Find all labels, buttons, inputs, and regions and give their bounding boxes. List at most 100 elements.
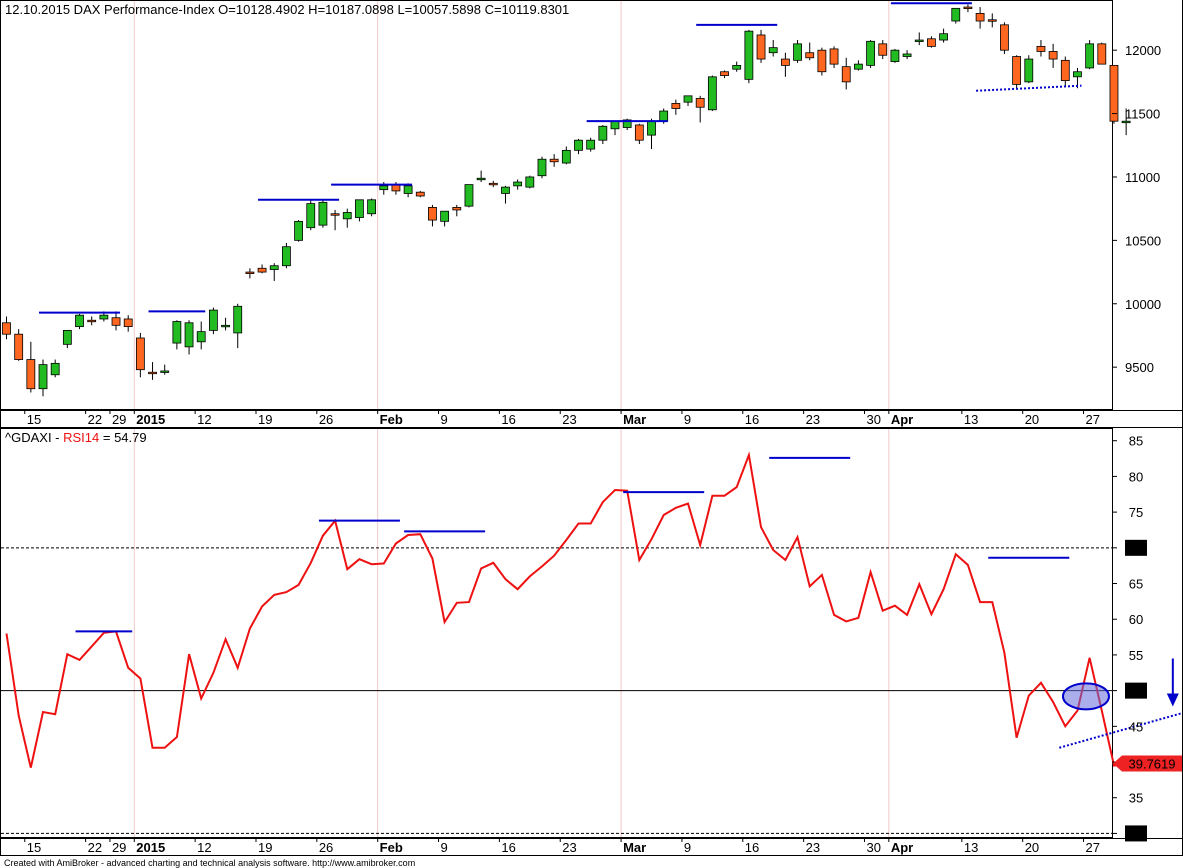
candle-body <box>720 71 729 76</box>
candle-body <box>744 30 754 80</box>
candle-body <box>233 305 243 334</box>
price-date-label: 16 <box>745 412 759 427</box>
candle-body <box>196 331 206 343</box>
candle-body <box>1085 43 1095 69</box>
rsi-dotted-trendline <box>1059 712 1182 749</box>
candle-body <box>1060 59 1070 82</box>
candle-body <box>282 246 291 267</box>
price-date-label: 20 <box>1025 412 1039 427</box>
candle-body <box>135 337 145 371</box>
price-panel-title: 12.10.2015 DAX Performance-Index O=10128… <box>5 2 569 17</box>
support-dotted-trendline <box>976 84 1082 92</box>
price-date-label: 30 <box>866 412 880 427</box>
price-date-label: 9 <box>441 412 448 427</box>
candle-body <box>1097 43 1107 65</box>
candle-body <box>148 371 157 375</box>
candle-body <box>756 34 766 60</box>
rsi-date-label: 12 <box>197 840 211 855</box>
price-axis-tick-label: 12000 <box>1125 43 1161 58</box>
price-date-axis-strip <box>0 410 1183 428</box>
price-date-label: 16 <box>501 412 515 427</box>
rsi-date-label: 23 <box>806 840 820 855</box>
candle-body <box>464 184 474 207</box>
candle-body <box>111 317 121 326</box>
price-date-label: 23 <box>562 412 576 427</box>
price-axis-tick-label: 11000 <box>1125 170 1160 185</box>
candle-body <box>1000 24 1009 51</box>
price-panel-frame <box>0 0 1113 410</box>
rsi-axis: 30354045505560657075808539.7619 <box>1112 434 1182 842</box>
candle-body <box>1109 64 1119 122</box>
candle-body <box>172 321 182 344</box>
candle-body <box>38 364 48 390</box>
date-axis: 15 22 29 2015 12 19 26 Feb 9 16 23 Mar 9 16 23 30 Apr 13 2… <box>24 410 1100 855</box>
rsi-title-prefix: ^GDAXI - <box>5 430 63 445</box>
rsi-ref-value-tag <box>1125 825 1147 842</box>
price-axis-tick-label: 11500 <box>1125 107 1160 122</box>
rsi-ref-value-tag <box>1125 539 1147 556</box>
price-axis-tick-label: 10000 <box>1125 297 1161 312</box>
candle-body <box>683 95 693 103</box>
candle-body <box>75 314 84 327</box>
rsi-date-label: 15 <box>27 840 41 855</box>
rsi-date-label: 20 <box>1025 840 1039 855</box>
candle-body <box>914 39 924 42</box>
rsi-series <box>1 451 1127 834</box>
candle-body <box>634 124 644 141</box>
candle-body <box>318 201 328 226</box>
price-date-label: 13 <box>964 412 978 427</box>
candle-body <box>927 38 936 47</box>
candle-body <box>659 110 669 122</box>
rsi-down-arrow-head <box>1166 693 1179 707</box>
candle-body <box>768 47 778 54</box>
candle-body <box>257 267 267 273</box>
candle-body <box>488 182 498 186</box>
rsi-annotations <box>75 456 1182 749</box>
rsi-axis-tick-label: 35 <box>1129 791 1143 806</box>
candle-body <box>1024 58 1034 83</box>
candle-body <box>342 212 352 220</box>
candle-body <box>854 63 863 70</box>
candle-body <box>26 359 36 390</box>
candle-body <box>841 66 851 83</box>
price-date-label: 9 <box>684 412 691 427</box>
price-date-label: 2015 <box>136 412 165 427</box>
candle-body <box>221 324 230 328</box>
candle-body <box>269 265 279 270</box>
candle-body <box>598 125 608 141</box>
rsi-date-label: 26 <box>319 840 333 855</box>
price-date-label: 19 <box>258 412 272 427</box>
rsi-axis-tick-label: 75 <box>1129 505 1143 520</box>
price-date-label: 26 <box>319 412 333 427</box>
rsi-axis-tick-label: 55 <box>1129 648 1143 663</box>
candle-body <box>306 203 316 229</box>
candle-body <box>2 322 11 335</box>
candle-body <box>537 158 547 177</box>
candle-body <box>671 103 681 109</box>
price-axis-tick-label: 10500 <box>1125 233 1161 248</box>
rsi-date-label: 9 <box>441 840 448 855</box>
candle-body <box>123 318 133 327</box>
gridlines <box>133 1 890 837</box>
candle-body <box>415 191 425 197</box>
price-date-label: Feb <box>380 412 403 427</box>
candle-body <box>50 362 60 376</box>
candle-body <box>428 207 437 221</box>
candle-body <box>1121 120 1131 124</box>
candle-body <box>866 40 875 66</box>
candle-body <box>805 52 815 59</box>
price-date-label: Mar <box>623 412 646 427</box>
price-date-label: Apr <box>891 412 913 427</box>
rsi-date-label: Feb <box>380 840 403 855</box>
rsi-ref-value-tag <box>1125 682 1147 699</box>
candle-body <box>963 6 973 9</box>
candle-body <box>622 119 632 128</box>
rsi-date-label: 27 <box>1086 840 1100 855</box>
candle-body <box>829 48 839 65</box>
candle-body <box>902 53 912 57</box>
candle-body <box>525 176 535 188</box>
candle-body <box>452 207 462 211</box>
rsi-axis-tick-label: 85 <box>1129 434 1143 449</box>
candle-body <box>987 19 997 22</box>
